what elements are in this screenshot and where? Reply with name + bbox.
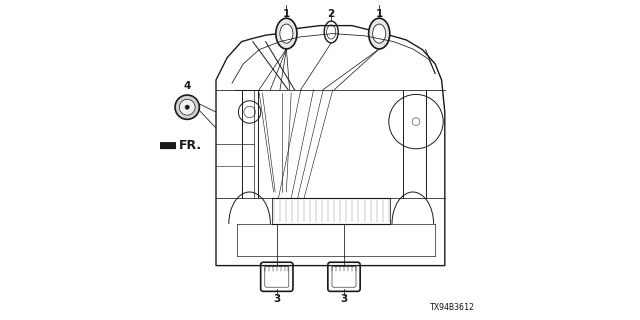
Ellipse shape (372, 24, 386, 43)
FancyArrow shape (149, 140, 176, 152)
Text: TX94B3612: TX94B3612 (430, 303, 475, 312)
Text: 3: 3 (273, 294, 280, 304)
Circle shape (175, 95, 200, 119)
Text: 1: 1 (376, 9, 383, 20)
Text: 1: 1 (283, 9, 290, 20)
Text: 3: 3 (340, 294, 348, 304)
Text: FR.: FR. (179, 139, 202, 152)
Ellipse shape (280, 24, 293, 43)
Circle shape (179, 99, 195, 115)
Ellipse shape (369, 18, 390, 49)
Text: 2: 2 (328, 9, 335, 20)
Circle shape (185, 105, 189, 109)
Text: 4: 4 (184, 81, 191, 92)
Ellipse shape (276, 18, 297, 49)
